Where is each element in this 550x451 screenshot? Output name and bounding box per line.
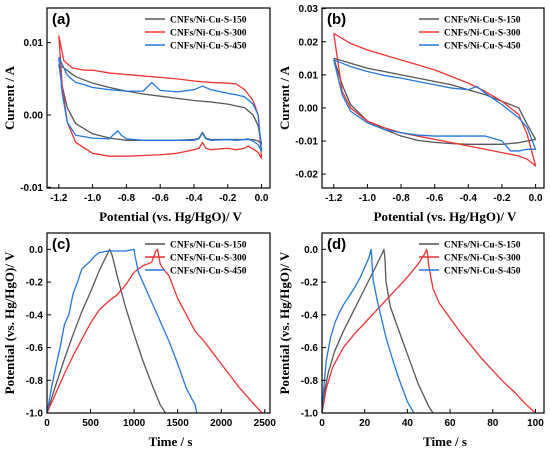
- x-axis-label: Time / s: [149, 434, 193, 449]
- legend-label-2: CNFs/Ni-Cu-S-450: [444, 42, 521, 52]
- x-tick-label: -0.2: [219, 193, 237, 204]
- x-tick-label: 1000: [123, 418, 146, 429]
- panel-0: -1.2 -1.0 -0.8 -0.6 -0.4 -0.2 0.0 -0.01 0.00 0.01…: [2, 7, 271, 224]
- x-tick-label: -0.6: [426, 193, 444, 204]
- y-tick-label: -1.0: [301, 409, 319, 420]
- x-tick-label: 60: [445, 418, 457, 429]
- y-tick-label: -0.6: [301, 343, 319, 354]
- y-tick-label: 0.03: [299, 4, 319, 15]
- x-tick-label: -1.0: [84, 193, 102, 204]
- y-tick-label: 0.00: [24, 110, 44, 121]
- x-tick-label: 0: [319, 418, 325, 429]
- y-tick-label: -0.2: [26, 278, 44, 289]
- plot-frame: [46, 232, 271, 414]
- legend-label-2: CNFs/Ni-Cu-S-450: [444, 267, 521, 277]
- series-line-0: [47, 248, 167, 413]
- x-axis-label: Time / s: [423, 434, 467, 449]
- y-tick-label: 0.02: [299, 37, 319, 48]
- series-group: [322, 248, 536, 413]
- y-axis-label: Current / A: [2, 65, 17, 130]
- panel-label: (c): [52, 236, 70, 253]
- legend-label-1: CNFs/Ni-Cu-S-300: [170, 254, 247, 264]
- y-tick-label: -0.2: [301, 278, 319, 289]
- x-tick-label: -1.0: [359, 193, 377, 204]
- y-tick-label: -0.8: [26, 376, 44, 387]
- y-tick-label: -0.02: [295, 170, 318, 181]
- legend-label-0: CNFs/Ni-Cu-S-150: [170, 241, 247, 251]
- series-line-2: [322, 248, 415, 413]
- series-line-1: [333, 32, 537, 167]
- series-line-0: [58, 63, 263, 145]
- plot-frame: [321, 7, 545, 189]
- y-tick-label: 0.00: [299, 103, 319, 114]
- x-tick-label: 1500: [167, 418, 190, 429]
- series-group: [47, 248, 263, 413]
- legend-label-0: CNFs/Ni-Cu-S-150: [444, 16, 521, 26]
- y-tick-label: 0.01: [24, 38, 44, 49]
- x-axis-label: Potential (vs. Hg/HgO)/ V: [99, 209, 242, 224]
- series-line-2: [333, 59, 537, 152]
- legend-label-0: CNFs/Ni-Cu-S-150: [444, 241, 521, 251]
- legend-label-1: CNFs/Ni-Cu-S-300: [170, 29, 247, 39]
- x-tick-label: 100: [527, 418, 544, 429]
- panel-label: (d): [327, 236, 346, 253]
- legend-label-1: CNFs/Ni-Cu-S-300: [444, 29, 521, 39]
- series-line-1: [58, 35, 263, 160]
- x-tick-label: 0.0: [255, 193, 269, 204]
- y-tick-label: -0.6: [26, 343, 44, 354]
- series-group: [58, 35, 263, 160]
- x-tick-label: -1.2: [325, 193, 343, 204]
- x-tick-label: 0: [44, 418, 50, 429]
- series-line-2: [58, 56, 263, 152]
- y-tick-label: -0.01: [20, 183, 43, 194]
- y-tick-label: 0.0: [304, 245, 318, 256]
- y-tick-label: -0.4: [26, 310, 44, 321]
- y-tick-label: -1.0: [26, 409, 44, 420]
- legend-label-2: CNFs/Ni-Cu-S-450: [170, 42, 247, 52]
- y-axis-label: Potential (vs. Hg/HgO)/ V: [2, 251, 17, 394]
- x-tick-label: -0.2: [493, 193, 511, 204]
- series-line-1: [47, 248, 263, 413]
- plot-frame: [46, 7, 271, 189]
- panel-label: (b): [327, 11, 346, 28]
- y-axis-label: Potential (vs. Hg/HgO)/ V: [277, 251, 292, 394]
- y-tick-label: -0.8: [301, 376, 319, 387]
- x-tick-label: 40: [402, 418, 414, 429]
- series-line-1: [322, 248, 536, 413]
- x-tick-label: -0.6: [152, 193, 170, 204]
- x-axis-label: Potential (vs. Hg/HgO)/ V: [374, 209, 517, 224]
- x-tick-label: -0.4: [460, 193, 478, 204]
- x-tick-label: 0.0: [529, 193, 543, 204]
- panel-label: (a): [52, 11, 70, 28]
- legend-label-0: CNFs/Ni-Cu-S-150: [170, 16, 247, 26]
- y-tick-label: 0.01: [299, 70, 319, 81]
- x-tick-label: 20: [359, 418, 371, 429]
- x-tick-label: -0.4: [185, 193, 203, 204]
- x-tick-label: 80: [487, 418, 499, 429]
- y-axis-label: Current / A: [277, 65, 292, 130]
- series-line-0: [333, 57, 537, 145]
- x-tick-label: -0.8: [392, 193, 410, 204]
- legend-label-2: CNFs/Ni-Cu-S-450: [170, 267, 247, 277]
- y-tick-label: -0.01: [295, 137, 318, 148]
- y-tick-label: -0.4: [301, 310, 319, 321]
- x-tick-label: 2000: [210, 418, 233, 429]
- panel-1: -1.2 -1.0 -0.8 -0.6 -0.4 -0.2 0.0 -0.02 -0.01 0.0…: [277, 4, 545, 224]
- series-line-0: [322, 248, 434, 413]
- series-line-2: [47, 248, 198, 413]
- panel-2: 0 500 1000 1500 2000 2500 -1.0 -0.8 -0.6 -0.4 -0.2…: [2, 232, 277, 449]
- x-tick-label: -0.8: [118, 193, 136, 204]
- x-tick-label: 500: [82, 418, 99, 429]
- series-group: [333, 32, 537, 167]
- x-tick-label: 2500: [254, 418, 277, 429]
- legend-label-1: CNFs/Ni-Cu-S-300: [444, 254, 521, 264]
- plot-frame: [321, 232, 545, 414]
- y-tick-label: 0.0: [29, 245, 43, 256]
- panel-3: 0 20 40 60 80 100 -1.0 -0.8 -0.6 -0.4 -0.2 0.0 Time …: [277, 232, 545, 449]
- x-tick-label: -1.2: [50, 193, 68, 204]
